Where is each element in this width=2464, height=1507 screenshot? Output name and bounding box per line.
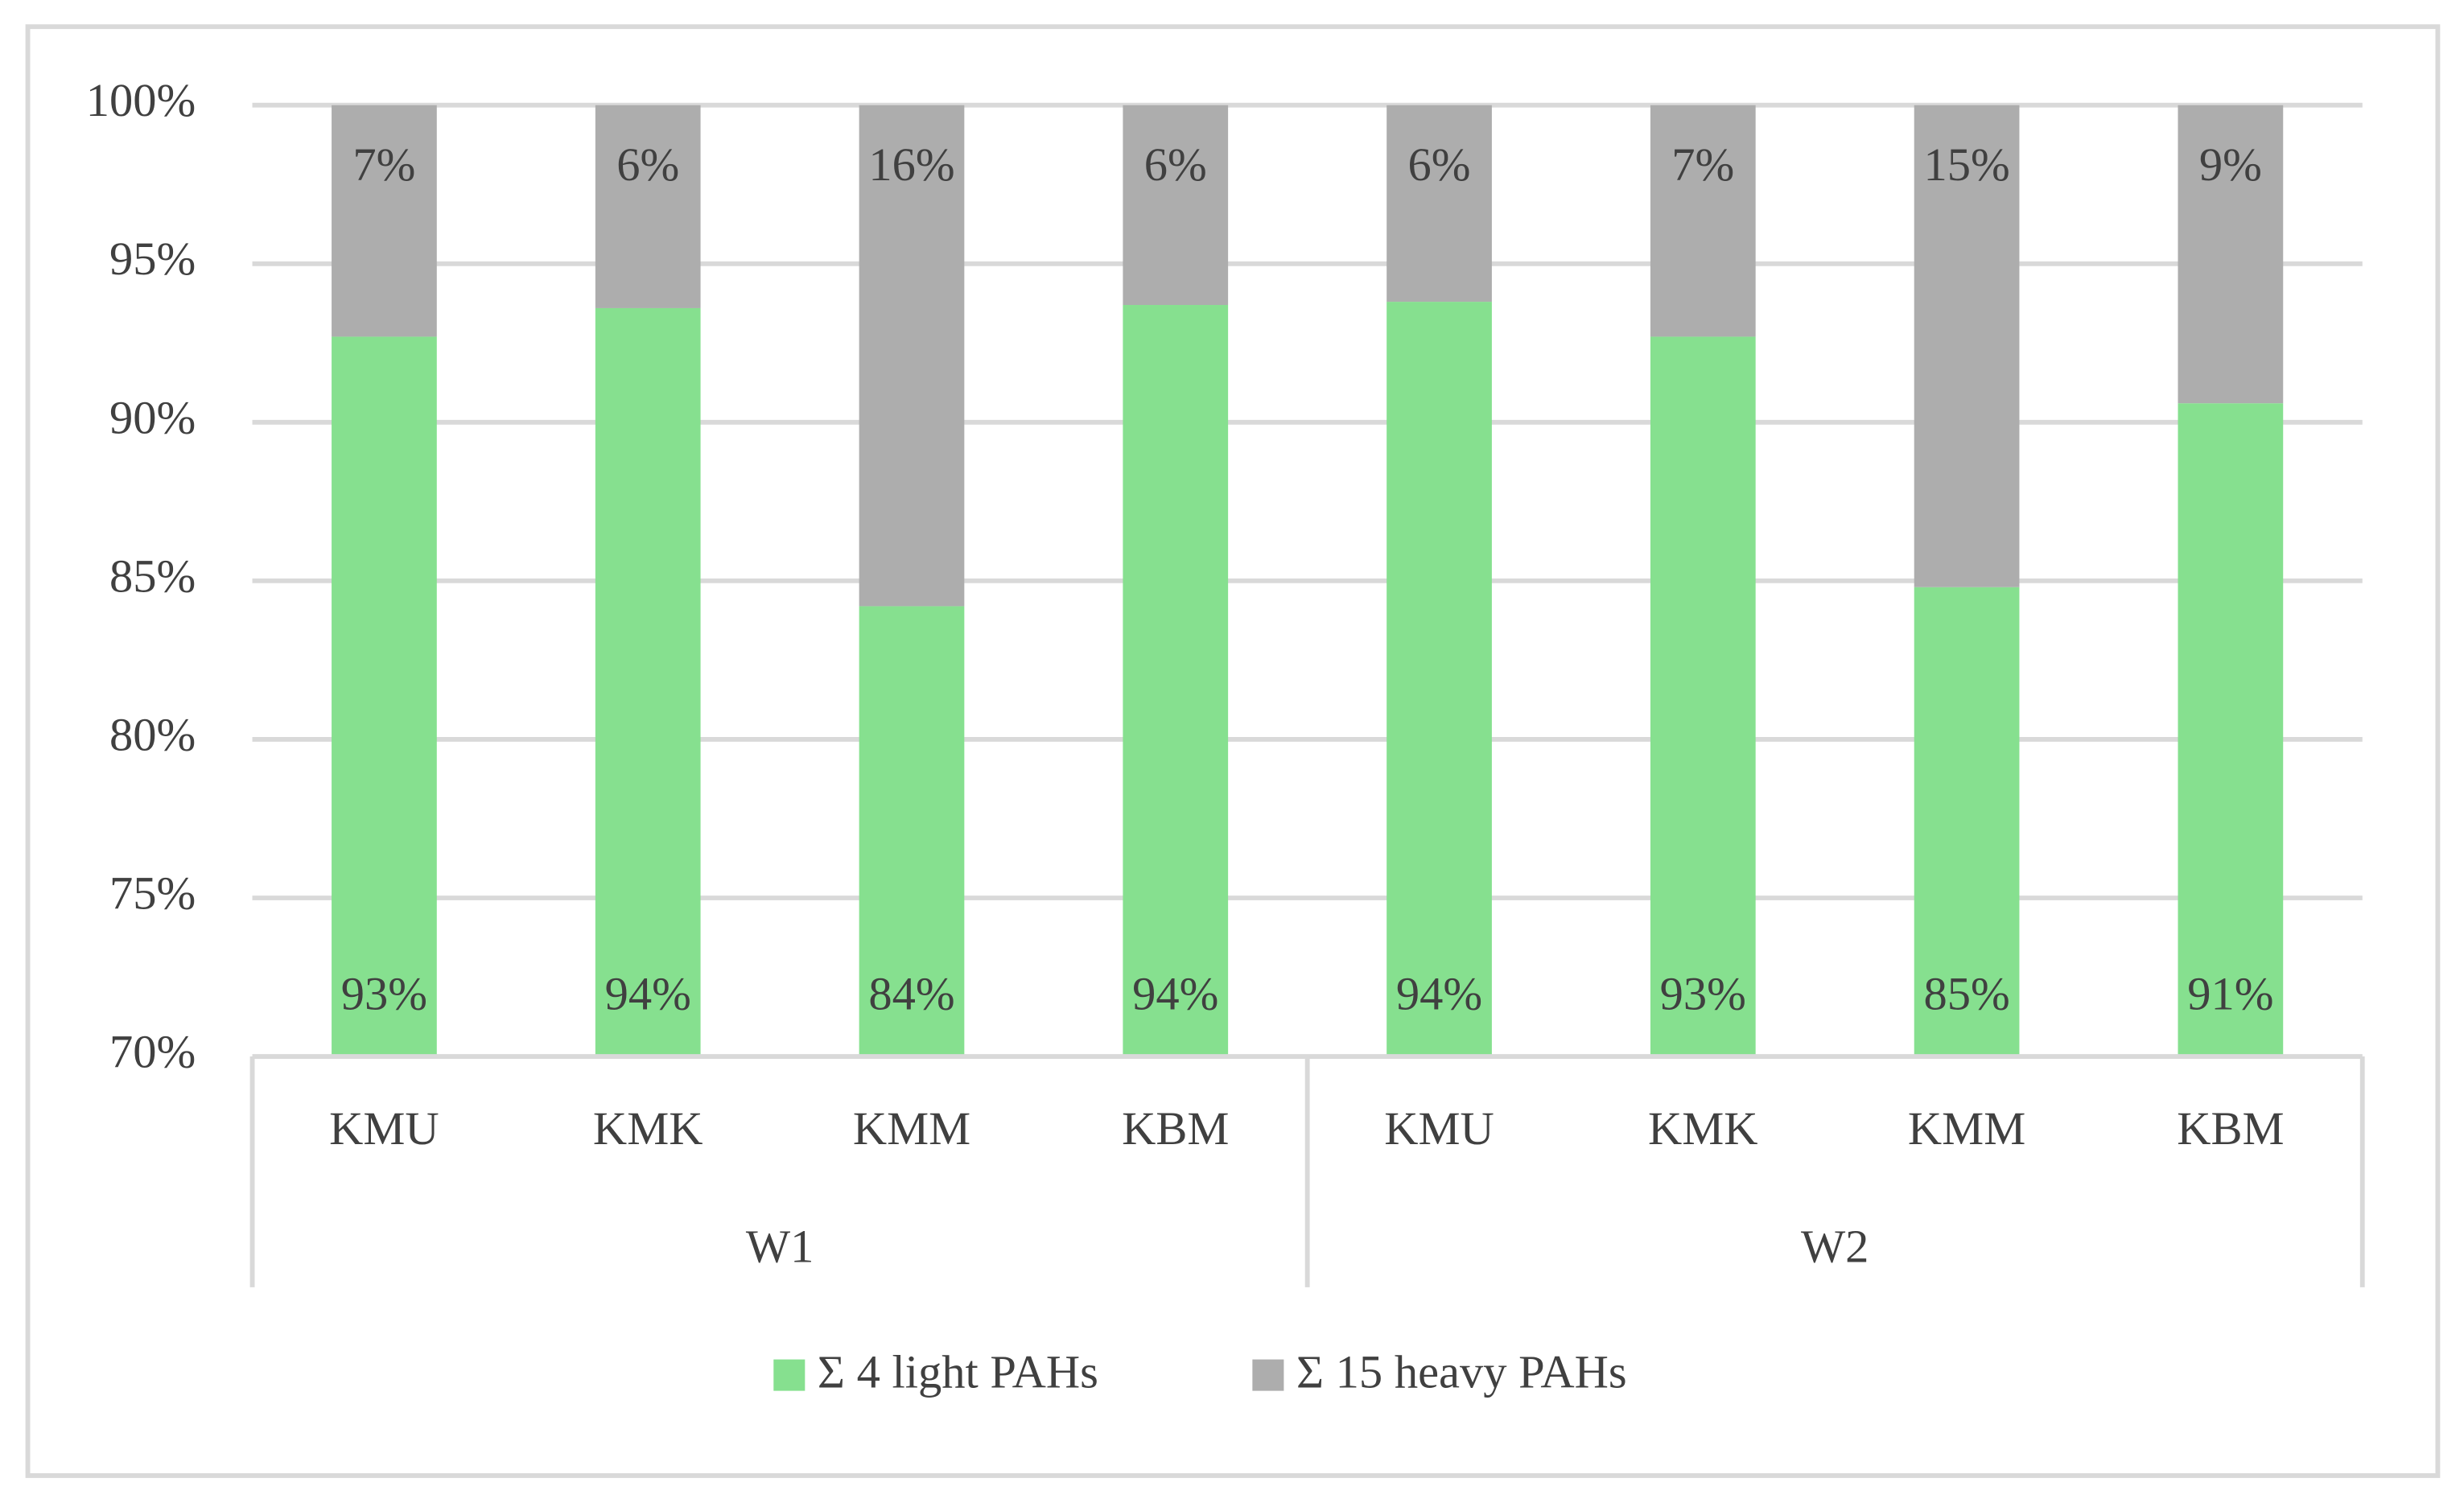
x-tick-label: KMM xyxy=(1908,1102,2025,1155)
data-label: 6% xyxy=(616,138,679,191)
x-tick-label: KMK xyxy=(593,1102,703,1155)
data-label: 7% xyxy=(1671,138,1734,191)
y-tick-label: 75% xyxy=(109,867,196,919)
y-tick-label: 70% xyxy=(109,1025,196,1077)
y-tick-label: 95% xyxy=(109,233,196,285)
x-tick-label: KMU xyxy=(329,1102,439,1155)
data-label: 7% xyxy=(352,138,415,191)
y-tick-label: 85% xyxy=(109,550,196,602)
data-label: 6% xyxy=(1144,138,1207,191)
bar-segment xyxy=(2178,403,2284,1057)
y-tick-label: 100% xyxy=(86,74,196,126)
bar-segment xyxy=(1914,587,2020,1057)
bar-segment xyxy=(1914,105,2020,587)
group-label: W2 xyxy=(1801,1220,1869,1272)
bar-segment xyxy=(1650,105,1756,337)
bar-segment xyxy=(595,105,701,308)
bar-segment xyxy=(1650,336,1756,1057)
x-tick-label: KMM xyxy=(853,1102,970,1155)
y-tick-label: 80% xyxy=(109,708,196,760)
data-label: 15% xyxy=(1923,138,2009,191)
bar-segment xyxy=(332,336,437,1057)
data-label: 94% xyxy=(1396,967,1482,1019)
legend-label: Σ 15 heavy PAHs xyxy=(1296,1346,1627,1398)
bar-segment xyxy=(2178,105,2284,404)
data-label: 91% xyxy=(2187,967,2273,1019)
data-label: 94% xyxy=(605,967,691,1019)
data-label: 85% xyxy=(1923,967,2009,1019)
data-label: 16% xyxy=(868,138,954,191)
bar-segment xyxy=(1123,105,1229,306)
data-label: 6% xyxy=(1408,138,1471,191)
legend-label: Σ 4 light PAHs xyxy=(818,1346,1098,1398)
bar-segment xyxy=(595,307,701,1057)
bar-segment xyxy=(1123,305,1229,1057)
x-tick-label: KMK xyxy=(1648,1102,1758,1155)
bar-segment xyxy=(859,105,965,607)
data-label: 93% xyxy=(341,967,427,1019)
y-tick-label: 90% xyxy=(109,391,196,443)
data-label: 84% xyxy=(868,967,954,1019)
x-tick-label: KBM xyxy=(1122,1102,1229,1155)
bar-segment xyxy=(1387,105,1492,303)
data-label: 93% xyxy=(1660,967,1746,1019)
data-label: 9% xyxy=(2199,138,2262,191)
legend-swatch xyxy=(1252,1359,1284,1391)
legend-swatch xyxy=(773,1359,806,1391)
group-label: W1 xyxy=(746,1220,814,1272)
x-tick-label: KMU xyxy=(1384,1102,1494,1155)
x-tick-label: KBM xyxy=(2177,1102,2284,1155)
bar-segment xyxy=(1387,302,1492,1057)
data-label: 94% xyxy=(1132,967,1218,1019)
bar-segment xyxy=(332,105,437,337)
bar-segment xyxy=(859,606,965,1057)
